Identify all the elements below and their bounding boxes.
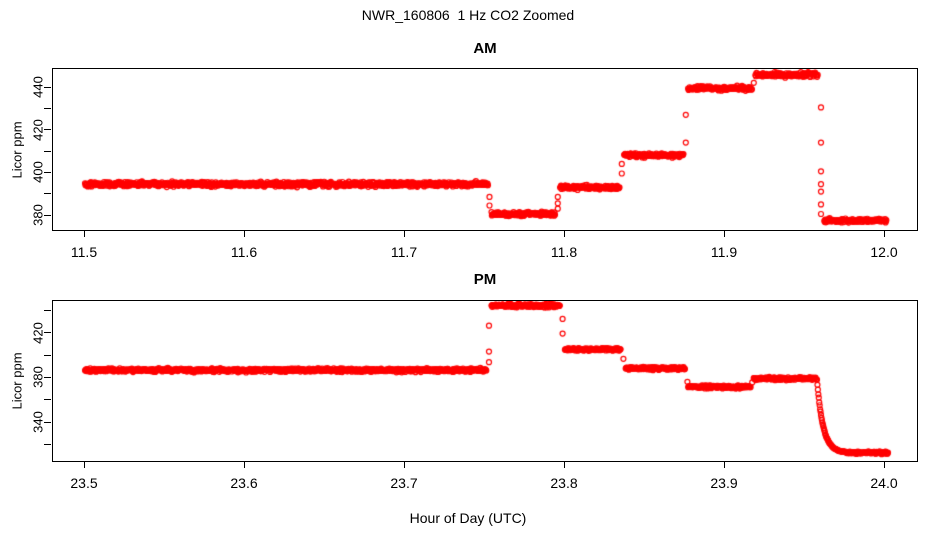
pm-panel-title: PM bbox=[473, 271, 497, 288]
am-x-tick bbox=[563, 230, 565, 237]
pm-y-tick bbox=[44, 332, 51, 334]
pm-scatter-canvas bbox=[53, 301, 917, 461]
pm-y-tick bbox=[44, 376, 51, 378]
pm-y-tick-label: 380 bbox=[30, 366, 46, 389]
pm-x-tick bbox=[83, 461, 85, 468]
am-x-tick bbox=[243, 230, 245, 237]
pm-y-tick bbox=[44, 399, 51, 401]
pm-x-tick-label: 23.5 bbox=[70, 475, 98, 491]
pm-y-tick-label: 340 bbox=[30, 411, 46, 434]
pm-y-tick bbox=[44, 421, 51, 423]
am-y-tick bbox=[44, 193, 51, 195]
am-x-tick-label: 12.0 bbox=[870, 244, 898, 260]
pm-y-tick-label: 420 bbox=[30, 321, 46, 344]
pm-x-tick-label: 23.6 bbox=[230, 475, 258, 491]
pm-x-tick bbox=[403, 461, 405, 468]
pm-plot-area bbox=[52, 300, 918, 462]
figure-title: NWR_160806 1 Hz CO2 Zoomed bbox=[361, 7, 575, 23]
am-x-tick-label: 11.5 bbox=[70, 244, 98, 260]
am-x-tick bbox=[403, 230, 405, 237]
am-y-tick-label: 380 bbox=[30, 204, 46, 226]
am-y-tick-label: 420 bbox=[30, 118, 46, 141]
pm-x-tick bbox=[723, 461, 725, 468]
pm-x-tick bbox=[563, 461, 565, 468]
am-y-tick bbox=[44, 171, 51, 173]
am-y-tick bbox=[44, 214, 51, 216]
am-y-axis-label: Licor ppm bbox=[9, 121, 25, 179]
am-scatter-canvas bbox=[53, 69, 917, 230]
am-x-tick bbox=[883, 230, 885, 237]
am-y-tick-label: 440 bbox=[30, 76, 46, 99]
pm-y-tick bbox=[44, 354, 51, 356]
am-x-tick-label: 11.8 bbox=[550, 244, 578, 260]
pm-x-tick-label: 23.7 bbox=[390, 475, 418, 491]
am-y-tick bbox=[44, 129, 51, 131]
am-x-tick-label: 11.6 bbox=[230, 244, 258, 260]
am-x-tick-label: 11.7 bbox=[390, 244, 418, 260]
pm-x-tick-label: 23.9 bbox=[710, 475, 738, 491]
pm-x-tick-label: 23.8 bbox=[550, 475, 578, 491]
am-x-tick-label: 11.9 bbox=[710, 244, 738, 260]
pm-y-tick bbox=[44, 444, 51, 446]
am-plot-area bbox=[52, 68, 918, 231]
pm-y-axis-label: Licor ppm bbox=[9, 352, 25, 410]
am-y-tick bbox=[44, 86, 51, 88]
am-x-tick bbox=[723, 230, 725, 237]
am-y-tick bbox=[44, 108, 51, 110]
pm-y-tick bbox=[44, 309, 51, 311]
am-x-tick bbox=[83, 230, 85, 237]
am-panel-title: AM bbox=[473, 40, 497, 57]
pm-x-tick bbox=[883, 461, 885, 468]
pm-x-tick-label: 24.0 bbox=[870, 475, 898, 491]
am-y-tick bbox=[44, 150, 51, 152]
am-y-tick-label: 400 bbox=[30, 161, 46, 184]
pm-x-tick bbox=[243, 461, 245, 468]
x-axis-label: Hour of Day (UTC) bbox=[409, 510, 527, 526]
